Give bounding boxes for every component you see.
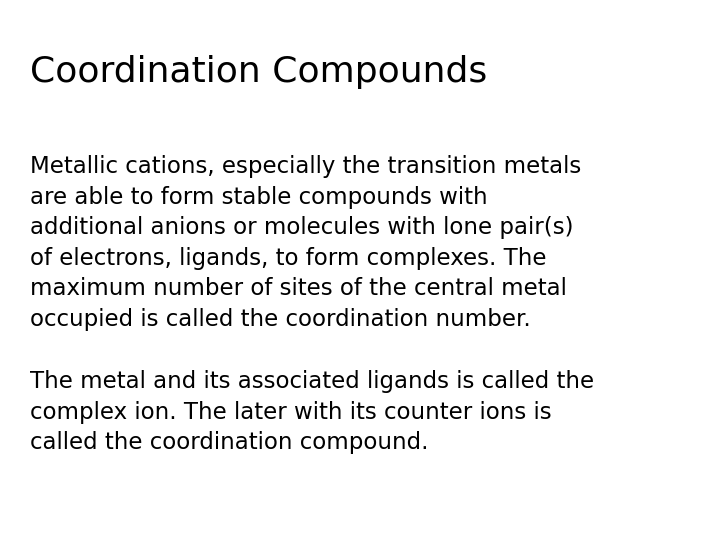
Text: Metallic cations, especially the transition metals
are able to form stable compo: Metallic cations, especially the transit… [30,155,581,331]
Text: Coordination Compounds: Coordination Compounds [30,55,487,89]
Text: The metal and its associated ligands is called the
complex ion. The later with i: The metal and its associated ligands is … [30,370,594,454]
